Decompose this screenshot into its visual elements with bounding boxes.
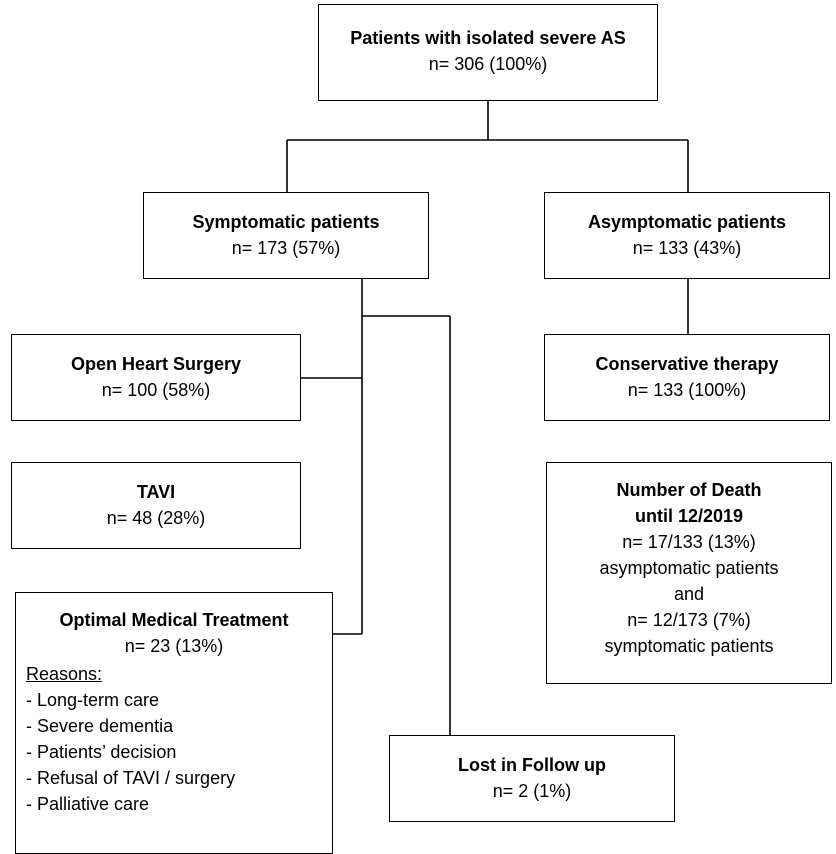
tavi-title: TAVI: [136, 482, 176, 502]
omt-reason-item: - Severe dementia: [26, 716, 174, 736]
death-box: Number of Death until 12/2019 n= 17/133 …: [546, 462, 832, 684]
death-line-2: asymptomatic patients: [599, 558, 779, 578]
surgery-count: n= 100 (58%): [101, 380, 211, 400]
tavi-count: n= 48 (28%): [106, 508, 206, 528]
symptomatic-title: Symptomatic patients: [192, 212, 380, 232]
omt-reason-item: - Long-term care: [26, 690, 160, 710]
conservative-box: Conservative therapy n= 133 (100%): [544, 334, 830, 421]
omt-reason-item: - Patients’ decision: [26, 742, 177, 762]
surgery-title: Open Heart Surgery: [70, 354, 242, 374]
asymptomatic-title: Asymptomatic patients: [587, 212, 787, 232]
omt-reason-item: - Refusal of TAVI / surgery: [26, 768, 236, 788]
root-title: Patients with isolated severe AS: [350, 28, 626, 48]
asymptomatic-count: n= 133 (43%): [632, 238, 742, 258]
death-line-5: symptomatic patients: [604, 636, 774, 656]
symptomatic-count: n= 173 (57%): [231, 238, 341, 258]
death-line-1: n= 17/133 (13%): [622, 532, 756, 552]
omt-reasons-label: Reasons:: [26, 664, 103, 684]
asymptomatic-box: Asymptomatic patients n= 133 (43%): [544, 192, 830, 279]
death-title-line1: Number of Death: [616, 480, 762, 500]
omt-box: Optimal Medical Treatment n= 23 (13%) Re…: [15, 592, 333, 854]
death-line-3: and: [673, 584, 705, 604]
death-line-4: n= 12/173 (7%): [627, 610, 751, 630]
conservative-count: n= 133 (100%): [627, 380, 747, 400]
death-title-line2: until 12/2019: [634, 506, 744, 526]
root-box: Patients with isolated severe AS n= 306 …: [318, 4, 658, 101]
lost-title: Lost in Follow up: [458, 755, 606, 775]
tavi-box: TAVI n= 48 (28%): [11, 462, 301, 549]
surgery-box: Open Heart Surgery n= 100 (58%): [11, 334, 301, 421]
lost-count: n= 2 (1%): [492, 781, 572, 801]
lost-box: Lost in Follow up n= 2 (1%): [389, 735, 675, 822]
omt-reasons: Reasons: - Long-term care - Severe demen…: [16, 661, 332, 817]
conservative-title: Conservative therapy: [595, 354, 779, 374]
symptomatic-box: Symptomatic patients n= 173 (57%): [143, 192, 429, 279]
omt-count: n= 23 (13%): [124, 636, 224, 656]
omt-reason-item: - Palliative care: [26, 794, 150, 814]
root-count: n= 306 (100%): [428, 54, 548, 74]
omt-title: Optimal Medical Treatment: [59, 610, 289, 630]
